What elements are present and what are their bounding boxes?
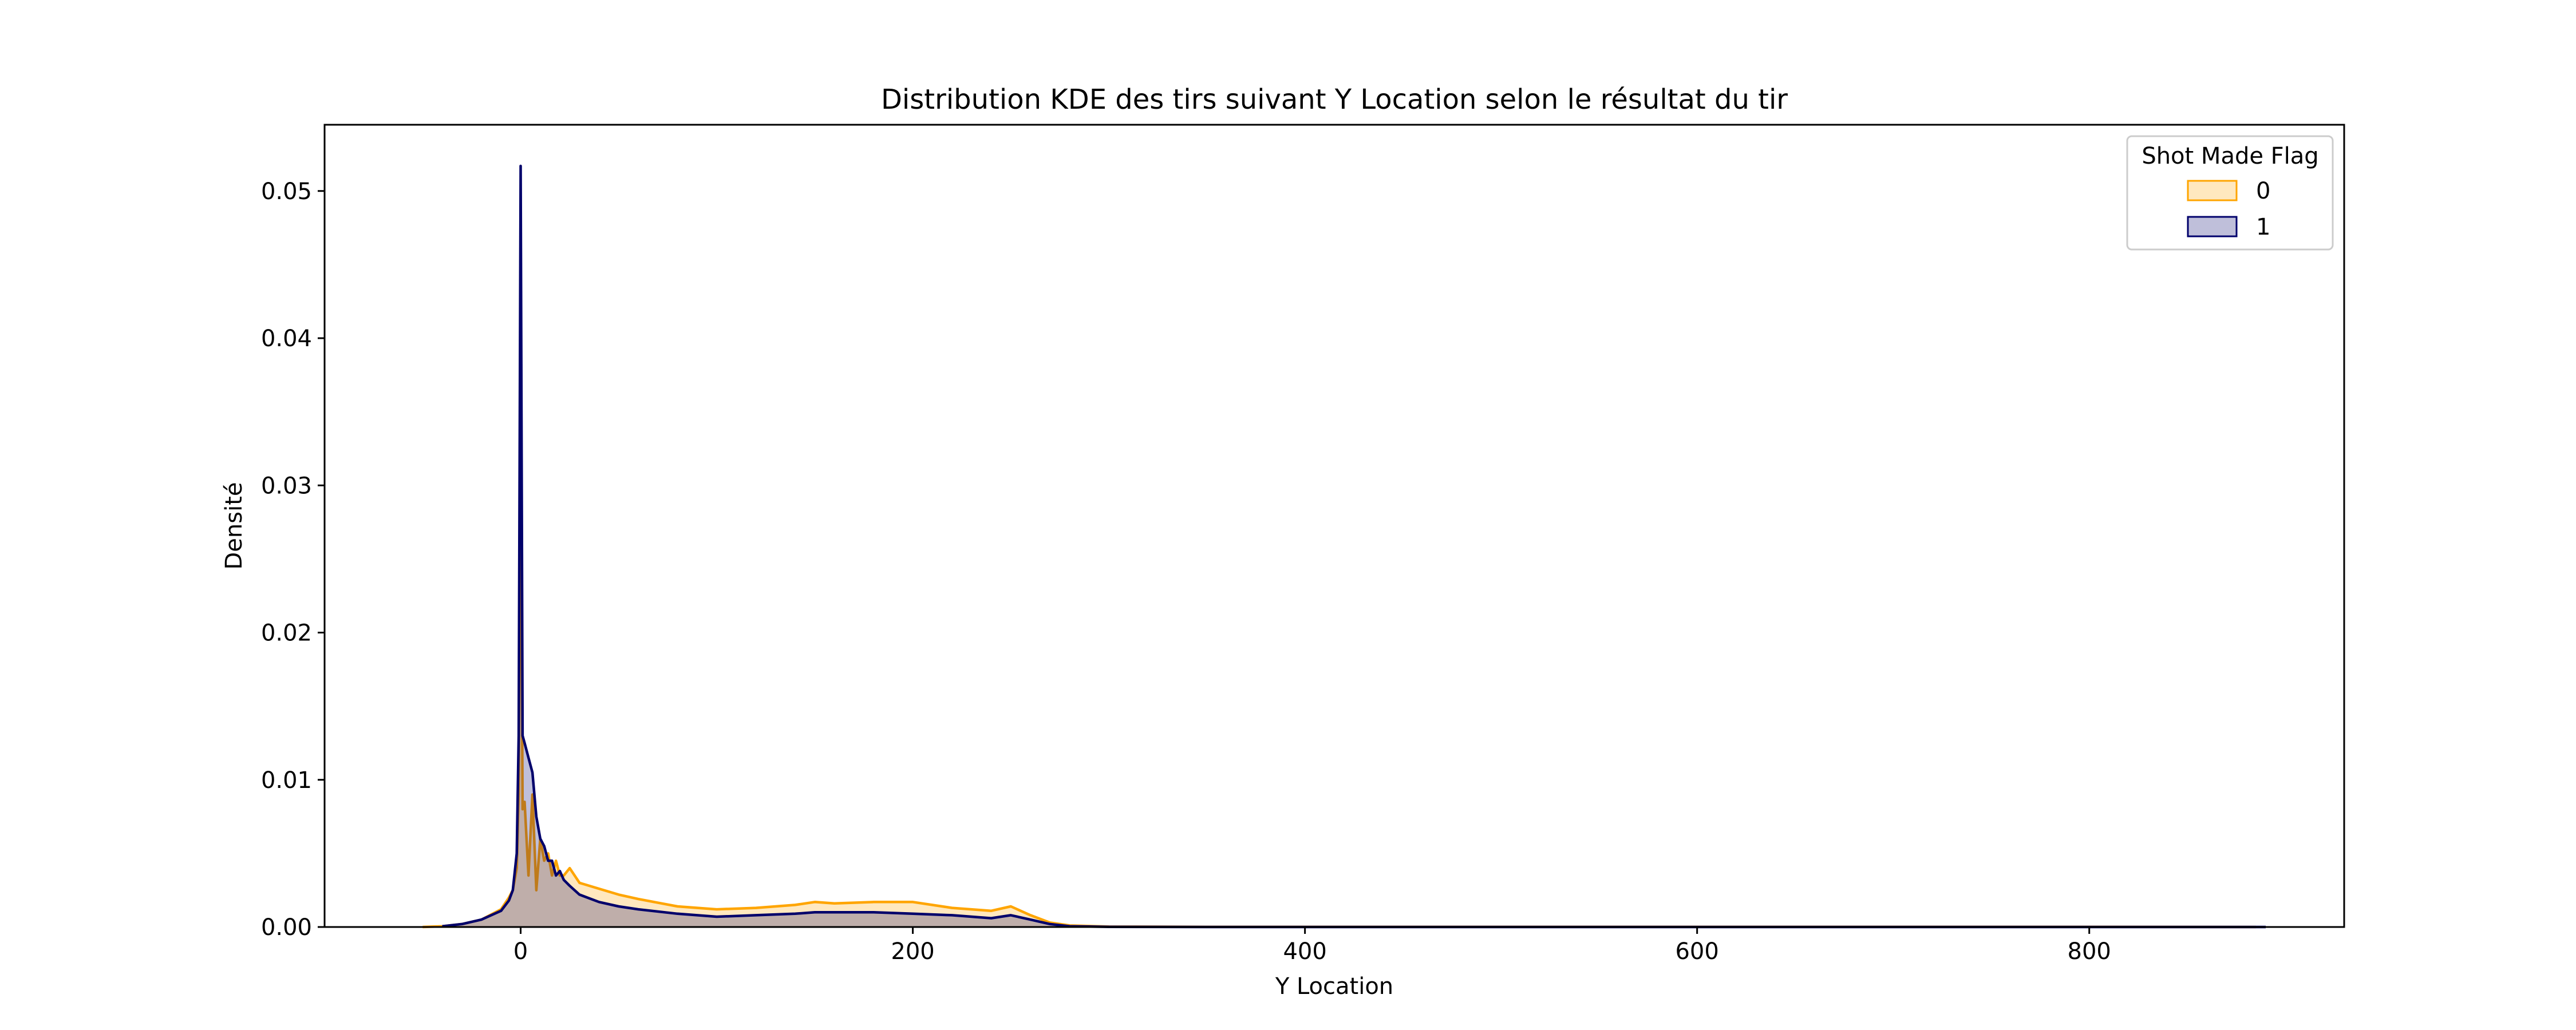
legend-box xyxy=(2126,135,2334,251)
x-tick-label: 0 xyxy=(513,938,528,965)
y-tick-label: 0.03 xyxy=(261,473,312,499)
y-tick-label: 0.04 xyxy=(261,326,312,352)
y-tick-label: 0.02 xyxy=(261,620,312,647)
x-tick-label: 400 xyxy=(1283,938,1326,965)
x-tick-label: 800 xyxy=(2068,938,2111,965)
y-tick-label: 0.01 xyxy=(261,767,312,794)
legend-swatch-0 xyxy=(2187,180,2238,201)
x-axis-label: Y Location xyxy=(1275,973,1393,1000)
legend-swatch-1 xyxy=(2187,216,2238,237)
y-tick-label: 0.05 xyxy=(261,179,312,205)
y-axis-ticks: 0.00 0.01 0.02 0.03 0.04 0.05 xyxy=(261,179,325,941)
legend-label-0: 0 xyxy=(2256,178,2270,204)
y-axis-label: Densité xyxy=(221,482,247,569)
series-0-line xyxy=(422,403,2256,929)
series-1-line xyxy=(442,164,2266,929)
x-axis-ticks: 0 200 400 600 800 xyxy=(513,927,2111,965)
legend-label-1: 1 xyxy=(2256,214,2270,240)
legend: Shot Made Flag 0 1 xyxy=(2126,135,2334,251)
axes-frame xyxy=(323,124,2345,928)
series-0-area xyxy=(422,404,2256,927)
series-1-area xyxy=(442,166,2266,927)
x-tick-label: 600 xyxy=(1675,938,1718,965)
legend-title: Shot Made Flag xyxy=(2142,143,2318,169)
y-tick-label: 0.00 xyxy=(261,914,312,941)
chart-title: Distribution KDE des tirs suivant Y Loca… xyxy=(881,84,1788,116)
x-tick-label: 200 xyxy=(891,938,934,965)
series-layer xyxy=(422,164,2266,929)
plot-area xyxy=(323,124,2345,929)
